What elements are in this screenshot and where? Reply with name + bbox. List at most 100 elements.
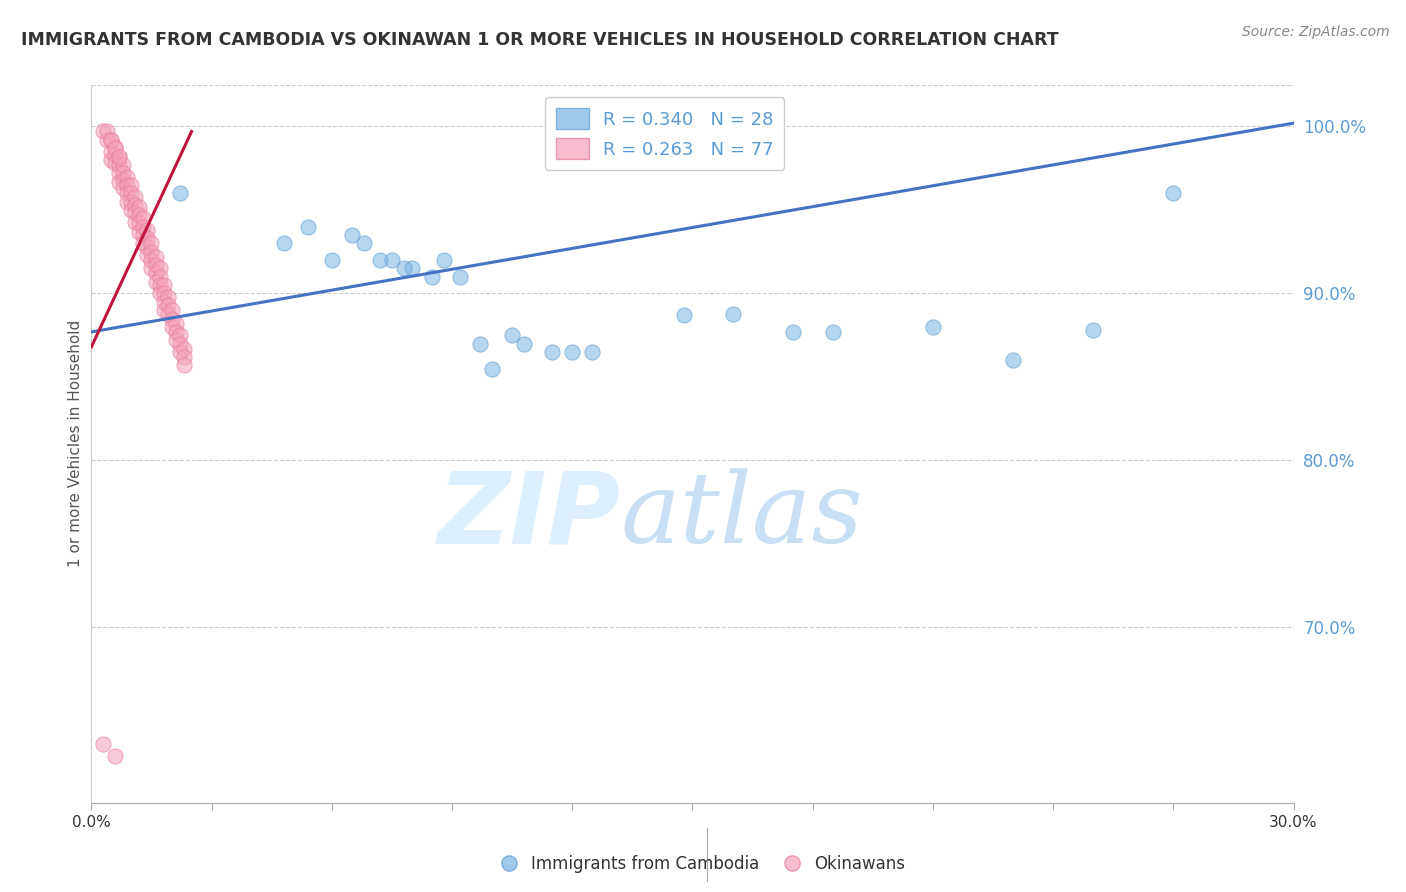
Point	[124, 189, 146, 203]
Point	[368, 253, 391, 268]
Point	[513, 336, 536, 351]
Point	[100, 153, 122, 167]
Point	[353, 236, 375, 251]
Point	[169, 328, 191, 343]
Point	[145, 258, 167, 272]
Point	[108, 158, 131, 172]
Point	[128, 216, 150, 230]
Point	[108, 149, 131, 164]
Point	[449, 269, 471, 284]
Point	[136, 240, 159, 254]
Point	[392, 261, 415, 276]
Point	[93, 737, 115, 751]
Point	[108, 166, 131, 180]
Point	[93, 124, 115, 138]
Point	[124, 198, 146, 212]
Point	[104, 148, 127, 162]
Point	[165, 325, 187, 339]
Point	[117, 194, 139, 209]
Point	[100, 133, 122, 147]
Point	[148, 269, 170, 284]
Legend: Immigrants from Cambodia, Okinawans: Immigrants from Cambodia, Okinawans	[494, 848, 912, 880]
Point	[581, 345, 603, 359]
Point	[121, 202, 143, 217]
Point	[152, 303, 174, 318]
Point	[104, 749, 127, 764]
Point	[821, 325, 844, 339]
Point	[117, 186, 139, 201]
Text: ZIP: ZIP	[437, 467, 620, 564]
Point	[152, 286, 174, 301]
Point	[381, 253, 404, 268]
Point	[96, 124, 118, 138]
Point	[420, 269, 443, 284]
Y-axis label: 1 or more Vehicles in Household: 1 or more Vehicles in Household	[67, 320, 83, 567]
Point	[136, 231, 159, 245]
Point	[340, 227, 363, 242]
Point	[148, 261, 170, 276]
Text: Source: ZipAtlas.com: Source: ZipAtlas.com	[1241, 25, 1389, 39]
Point	[112, 166, 135, 180]
Point	[141, 236, 163, 251]
Point	[145, 275, 167, 289]
Point	[117, 169, 139, 184]
Legend: R = 0.340   N = 28, R = 0.263   N = 77: R = 0.340 N = 28, R = 0.263 N = 77	[546, 97, 785, 169]
Point	[104, 139, 127, 153]
Point	[132, 211, 155, 226]
Point	[160, 303, 183, 318]
Point	[104, 141, 127, 155]
Point	[136, 248, 159, 262]
Point	[782, 325, 804, 339]
Point	[96, 133, 118, 147]
Point	[152, 294, 174, 309]
Point	[145, 267, 167, 281]
Point	[132, 219, 155, 234]
Point	[100, 145, 122, 159]
Point	[121, 178, 143, 192]
Point	[433, 253, 456, 268]
Point	[468, 336, 491, 351]
Point	[1083, 323, 1105, 337]
Point	[104, 156, 127, 170]
Point	[481, 361, 503, 376]
Point	[145, 250, 167, 264]
Point	[321, 253, 343, 268]
Point	[501, 328, 523, 343]
Point	[128, 225, 150, 239]
Point	[132, 236, 155, 251]
Point	[173, 342, 195, 356]
Point	[922, 319, 945, 334]
Point	[141, 253, 163, 268]
Point	[401, 261, 423, 276]
Point	[108, 149, 131, 164]
Point	[141, 261, 163, 276]
Point	[561, 345, 583, 359]
Text: IMMIGRANTS FROM CAMBODIA VS OKINAWAN 1 OR MORE VEHICLES IN HOUSEHOLD CORRELATION: IMMIGRANTS FROM CAMBODIA VS OKINAWAN 1 O…	[21, 31, 1059, 49]
Point	[124, 215, 146, 229]
Text: atlas: atlas	[620, 468, 863, 563]
Point	[136, 223, 159, 237]
Point	[112, 173, 135, 187]
Point	[112, 158, 135, 172]
Point	[128, 208, 150, 222]
Point	[148, 278, 170, 293]
Point	[1001, 353, 1024, 368]
Point	[541, 345, 564, 359]
Point	[100, 133, 122, 147]
Point	[173, 350, 195, 364]
Point	[156, 306, 179, 320]
Point	[165, 317, 187, 331]
Point	[112, 181, 135, 195]
Point	[173, 359, 195, 373]
Point	[121, 194, 143, 209]
Point	[297, 219, 319, 234]
Point	[169, 336, 191, 351]
Point	[141, 244, 163, 259]
Point	[152, 278, 174, 293]
Point	[673, 308, 696, 322]
Point	[128, 200, 150, 214]
Point	[160, 311, 183, 326]
Point	[1163, 186, 1185, 201]
Point	[108, 175, 131, 189]
Point	[273, 236, 295, 251]
